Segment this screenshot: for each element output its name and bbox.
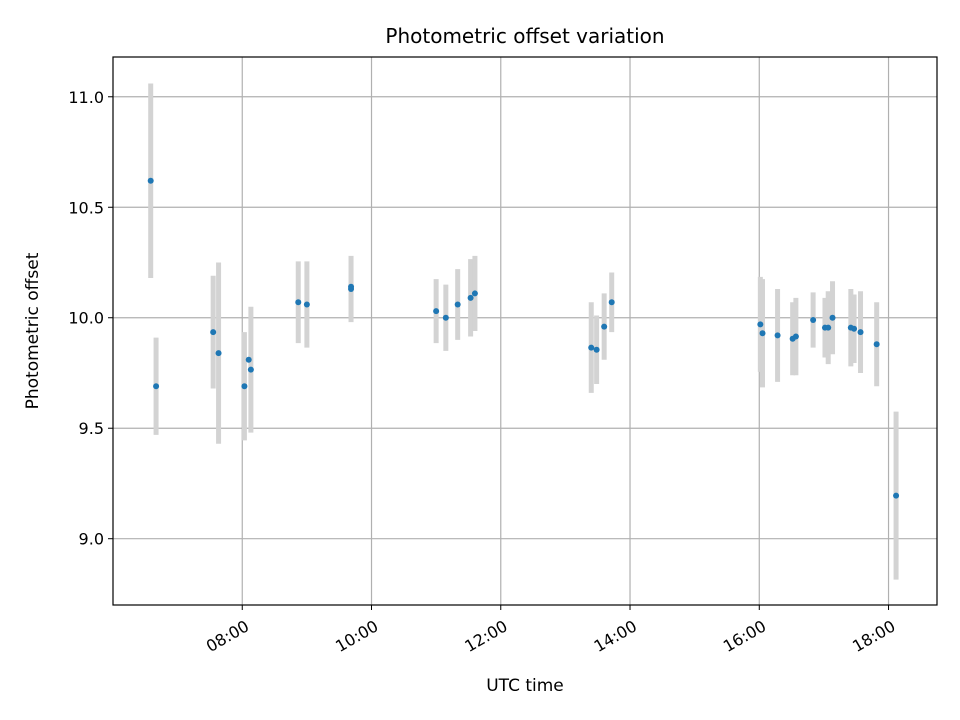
x-axis-title: UTC time — [486, 676, 564, 696]
y-tick-label: 11.0 — [68, 88, 104, 107]
data-point — [241, 383, 248, 390]
data-point — [295, 299, 302, 306]
data-point — [601, 323, 608, 330]
y-tick-label: 10.0 — [68, 309, 104, 328]
data-point — [757, 321, 764, 328]
data-point — [810, 316, 817, 323]
data-point — [467, 294, 474, 301]
y-tick-label: 9.5 — [79, 419, 104, 438]
data-point — [215, 350, 222, 357]
data-point — [857, 329, 864, 336]
data-point — [851, 325, 858, 332]
data-point — [873, 341, 880, 348]
data-point — [147, 177, 154, 184]
data-point — [247, 366, 254, 373]
data-point — [210, 329, 217, 336]
y-tick-label: 10.5 — [68, 198, 104, 217]
data-point — [829, 314, 836, 321]
data-point — [442, 314, 449, 321]
data-point — [774, 332, 781, 339]
data-point — [454, 301, 461, 308]
data-point — [471, 290, 478, 297]
data-point — [433, 308, 440, 315]
data-points — [147, 177, 900, 499]
y-tick-label: 9.0 — [79, 530, 104, 549]
data-point — [792, 333, 799, 340]
data-point — [588, 344, 595, 351]
data-point — [608, 299, 615, 306]
y-axis: 9.0 9.5 10.0 10.5 11.0 — [68, 88, 113, 549]
data-point — [153, 383, 160, 390]
y-axis-title: Photometric offset — [23, 252, 43, 409]
data-point — [593, 346, 600, 353]
chart-title: Photometric offset variation — [385, 24, 664, 48]
data-point — [893, 492, 900, 499]
data-point — [348, 283, 355, 290]
data-point — [303, 301, 310, 308]
data-point — [759, 330, 766, 337]
data-point — [825, 324, 832, 331]
data-point — [245, 356, 252, 363]
plot-frame — [112, 56, 938, 606]
